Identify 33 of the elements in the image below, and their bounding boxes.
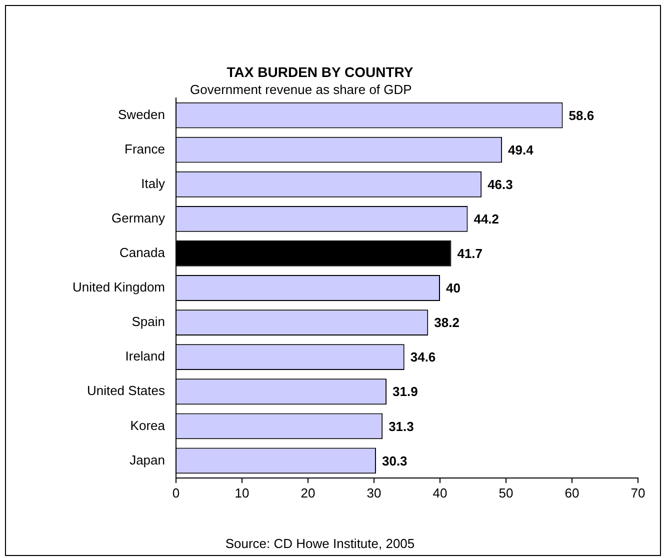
x-tick-label: 20 xyxy=(300,485,316,500)
y-tick-label: Germany xyxy=(112,210,166,226)
y-tick-label: France xyxy=(124,141,165,156)
y-tick-label: Italy xyxy=(141,176,166,191)
y-tick-label: Japan xyxy=(130,452,165,468)
data-label: 49.4 xyxy=(508,142,534,158)
data-label: 41.7 xyxy=(457,246,483,262)
source-note: Source: CD Howe Institute, 2005 xyxy=(224,536,416,551)
data-label: 31.9 xyxy=(392,384,418,400)
data-label: 44.2 xyxy=(474,211,500,226)
x-tick-label: 60 xyxy=(564,485,580,500)
x-tick-label: 40 xyxy=(432,485,448,500)
y-tick-label: Ireland xyxy=(125,348,165,364)
data-label: 58.6 xyxy=(568,108,594,123)
data-label: 38.2 xyxy=(434,315,460,330)
y-tick-label: United Kingdom xyxy=(72,280,165,295)
data-label: 34.6 xyxy=(410,350,436,365)
chart-title: TAX BURDEN BY COUNTRY xyxy=(226,64,414,80)
data-label: 46.3 xyxy=(488,176,513,192)
data-label: 31.3 xyxy=(388,418,414,434)
x-tick-label: 70 xyxy=(630,485,646,500)
y-tick-label: Korea xyxy=(130,418,166,433)
data-label: 40 xyxy=(446,280,460,296)
x-tick-label: 0 xyxy=(172,485,180,500)
x-tick-label: 30 xyxy=(366,485,382,500)
chart-subtitle: Government revenue as share of GDP xyxy=(190,82,412,97)
y-tick-label: Canada xyxy=(119,245,166,260)
data-label: 30.3 xyxy=(382,453,408,468)
y-tick-label: Sweden xyxy=(118,106,165,122)
x-tick-label: 50 xyxy=(498,485,514,500)
y-tick-label: Spain xyxy=(132,314,165,330)
y-tick-label: United States xyxy=(86,383,166,398)
x-tick-label: 10 xyxy=(234,485,250,500)
